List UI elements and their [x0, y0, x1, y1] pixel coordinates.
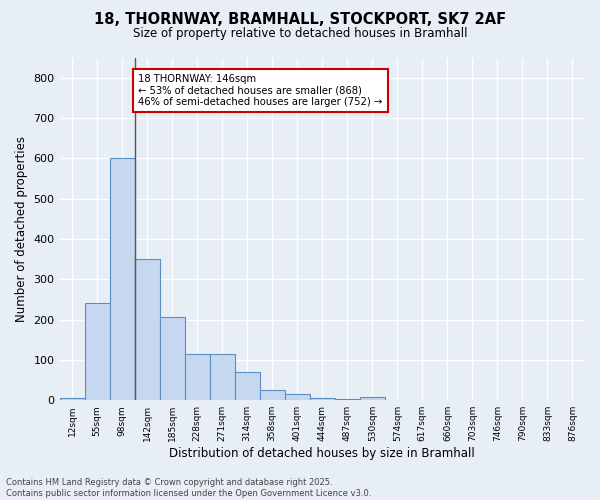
Bar — [209, 354, 235, 400]
Bar — [335, 399, 360, 400]
Bar — [285, 394, 310, 400]
Bar — [85, 304, 110, 400]
Text: 18, THORNWAY, BRAMHALL, STOCKPORT, SK7 2AF: 18, THORNWAY, BRAMHALL, STOCKPORT, SK7 2… — [94, 12, 506, 28]
Bar — [360, 397, 385, 400]
Y-axis label: Number of detached properties: Number of detached properties — [15, 136, 28, 322]
Bar — [59, 398, 85, 400]
Bar — [134, 259, 160, 400]
Text: Contains HM Land Registry data © Crown copyright and database right 2025.
Contai: Contains HM Land Registry data © Crown c… — [6, 478, 371, 498]
Text: Size of property relative to detached houses in Bramhall: Size of property relative to detached ho… — [133, 28, 467, 40]
Text: 18 THORNWAY: 146sqm
← 53% of detached houses are smaller (868)
46% of semi-detac: 18 THORNWAY: 146sqm ← 53% of detached ho… — [139, 74, 383, 107]
Bar — [235, 372, 260, 400]
Bar — [310, 398, 335, 400]
Bar — [110, 158, 134, 400]
Bar — [185, 354, 209, 400]
Bar — [260, 390, 285, 400]
X-axis label: Distribution of detached houses by size in Bramhall: Distribution of detached houses by size … — [169, 447, 475, 460]
Bar — [160, 316, 185, 400]
